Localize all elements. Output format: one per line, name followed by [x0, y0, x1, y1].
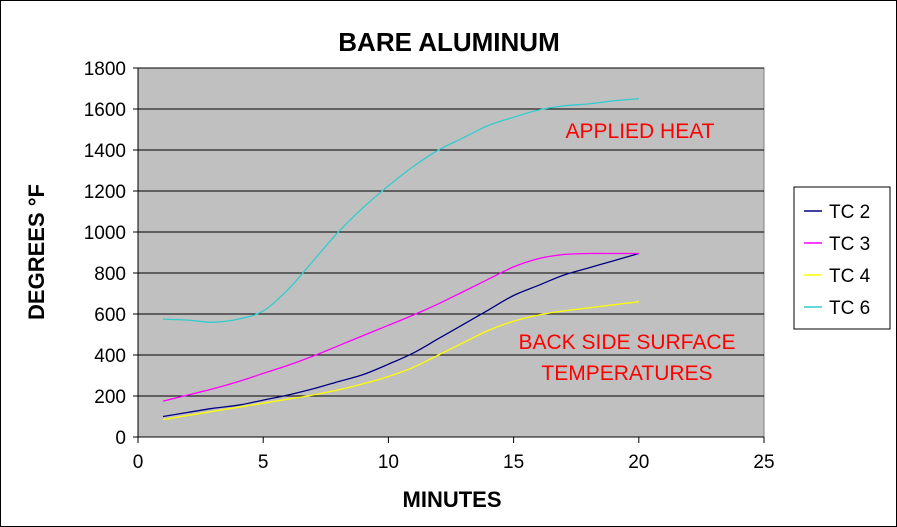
y-tick-label: 400	[94, 346, 126, 367]
y-tick-label: 200	[94, 387, 126, 408]
legend-label-tc-2: TC 2	[829, 202, 870, 223]
grid-lines	[138, 67, 764, 397]
y-axis-title: DEGREES °F	[24, 184, 49, 320]
x-tick-label: 0	[133, 452, 144, 473]
annotation-back-side-surface: BACK SIDE SURFACE	[518, 331, 735, 354]
chart-title: BARE ALUMINUM	[338, 27, 559, 57]
series-line-tc-2	[162, 252, 639, 418]
plot-area	[137, 67, 765, 438]
y-tick-labels: 0 200 400 600 800 1000 1200 1400 1600 1800	[84, 59, 126, 449]
y-tick-label: 1600	[84, 100, 126, 121]
y-tick-label: 1200	[84, 182, 126, 203]
legend-label-tc-3: TC 3	[829, 234, 870, 255]
y-tick-label: 1400	[84, 141, 126, 162]
annotation-temperatures: TEMPERATURES	[541, 362, 712, 385]
y-tick-label: 800	[94, 264, 126, 285]
legend-label-tc-4: TC 4	[829, 266, 871, 287]
axes	[133, 67, 765, 443]
y-tick-label: 1000	[84, 223, 126, 244]
series-lines	[162, 98, 639, 421]
x-tick-labels: 0 5 10 15 20 25	[133, 452, 775, 473]
y-tick-label: 0	[115, 428, 126, 449]
legend-label-tc-6: TC 6	[829, 298, 870, 319]
x-tick-label: 5	[258, 452, 269, 473]
annotation-applied-heat: APPLIED HEAT	[566, 120, 715, 143]
x-tick-label: 10	[378, 452, 399, 473]
y-tick-label: 1800	[84, 59, 126, 80]
x-tick-label: 20	[628, 452, 649, 473]
x-tick-label: 25	[753, 452, 774, 473]
x-axis-title: MINUTES	[403, 487, 502, 512]
x-tick-label: 15	[503, 452, 524, 473]
series-line-tc-3	[162, 252, 639, 402]
series-line-tc-6	[162, 98, 639, 323]
series-line-tc-4	[162, 301, 639, 421]
y-tick-label: 600	[94, 305, 126, 326]
legend: TC 2 TC 3 TC 4 TC 6	[793, 186, 891, 330]
